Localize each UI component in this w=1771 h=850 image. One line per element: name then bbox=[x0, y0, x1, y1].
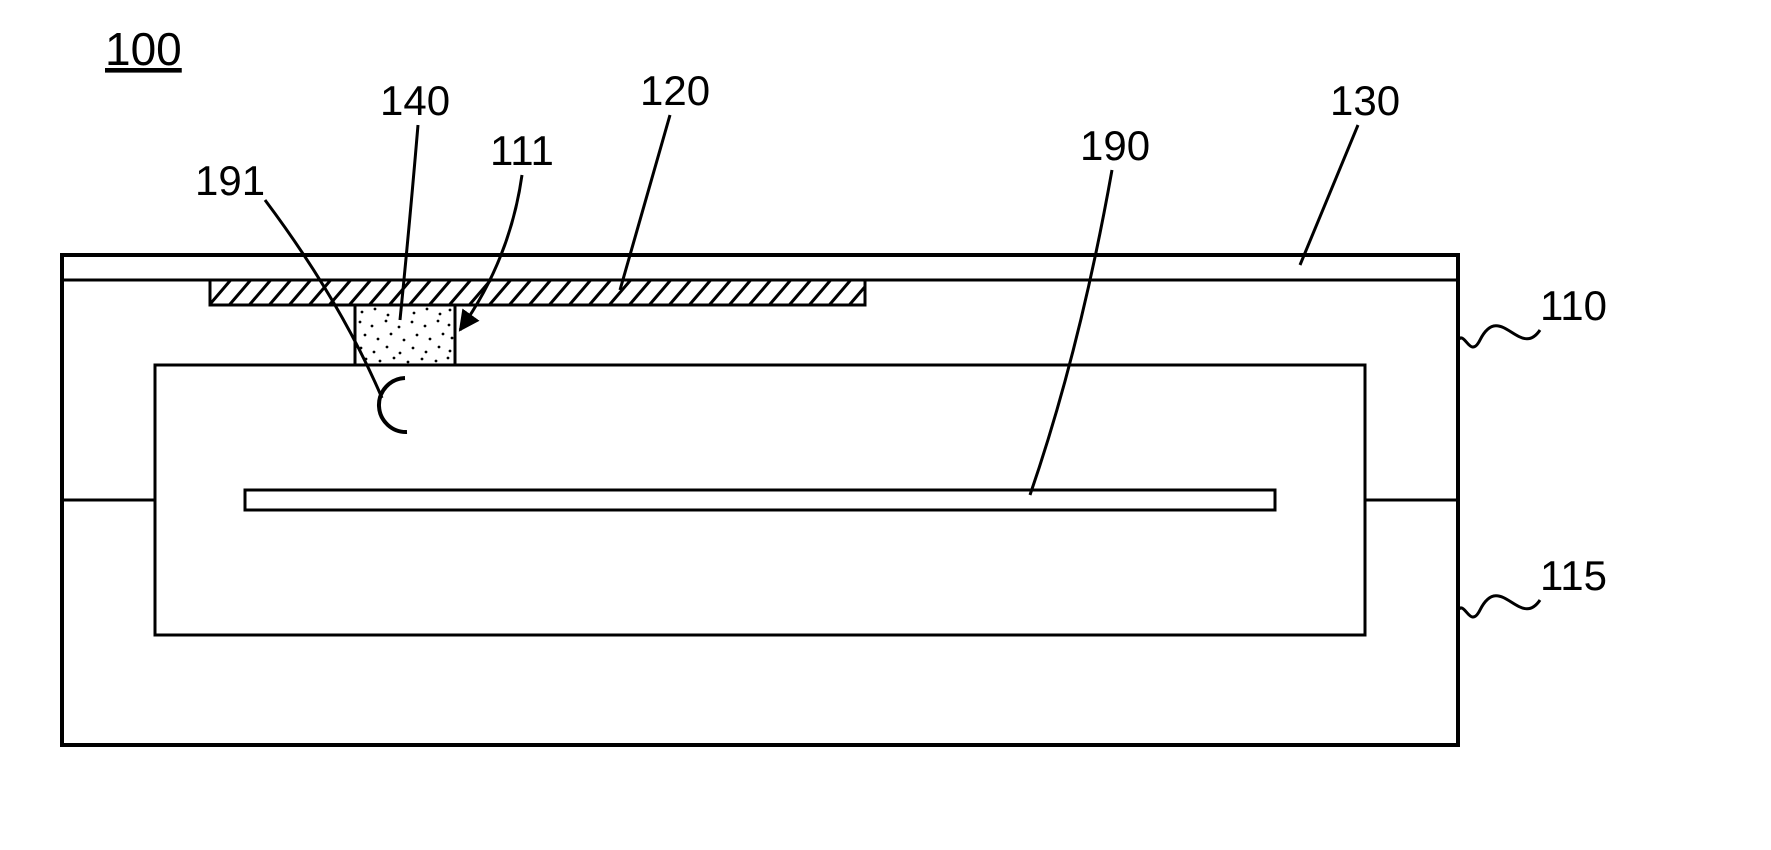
figure-title: 100 bbox=[105, 23, 182, 75]
hatched-layer-120 bbox=[205, 275, 875, 310]
label-115: 115 bbox=[1540, 552, 1607, 599]
leader-191 bbox=[265, 200, 382, 398]
leader-110 bbox=[1458, 326, 1540, 347]
label-190: 190 bbox=[1080, 122, 1150, 169]
label-130: 130 bbox=[1330, 77, 1400, 124]
label-140: 140 bbox=[380, 77, 450, 124]
label-110: 110 bbox=[1540, 282, 1607, 329]
outer-box bbox=[62, 255, 1458, 745]
hook-191 bbox=[379, 378, 407, 432]
leader-111 bbox=[460, 175, 522, 330]
label-120: 120 bbox=[640, 67, 710, 114]
leader-130 bbox=[1300, 125, 1358, 265]
slab-190 bbox=[245, 490, 1275, 510]
leader-115 bbox=[1458, 596, 1540, 617]
inner-cavity bbox=[155, 365, 1365, 635]
label-111: 111 bbox=[490, 127, 554, 174]
leader-120 bbox=[620, 115, 670, 290]
stippled-block-140 bbox=[355, 305, 455, 365]
leader-140 bbox=[400, 125, 418, 320]
label-191: 191 bbox=[195, 157, 265, 204]
leader-190 bbox=[1030, 170, 1112, 495]
cross-section-diagram: 100 bbox=[0, 0, 1771, 850]
